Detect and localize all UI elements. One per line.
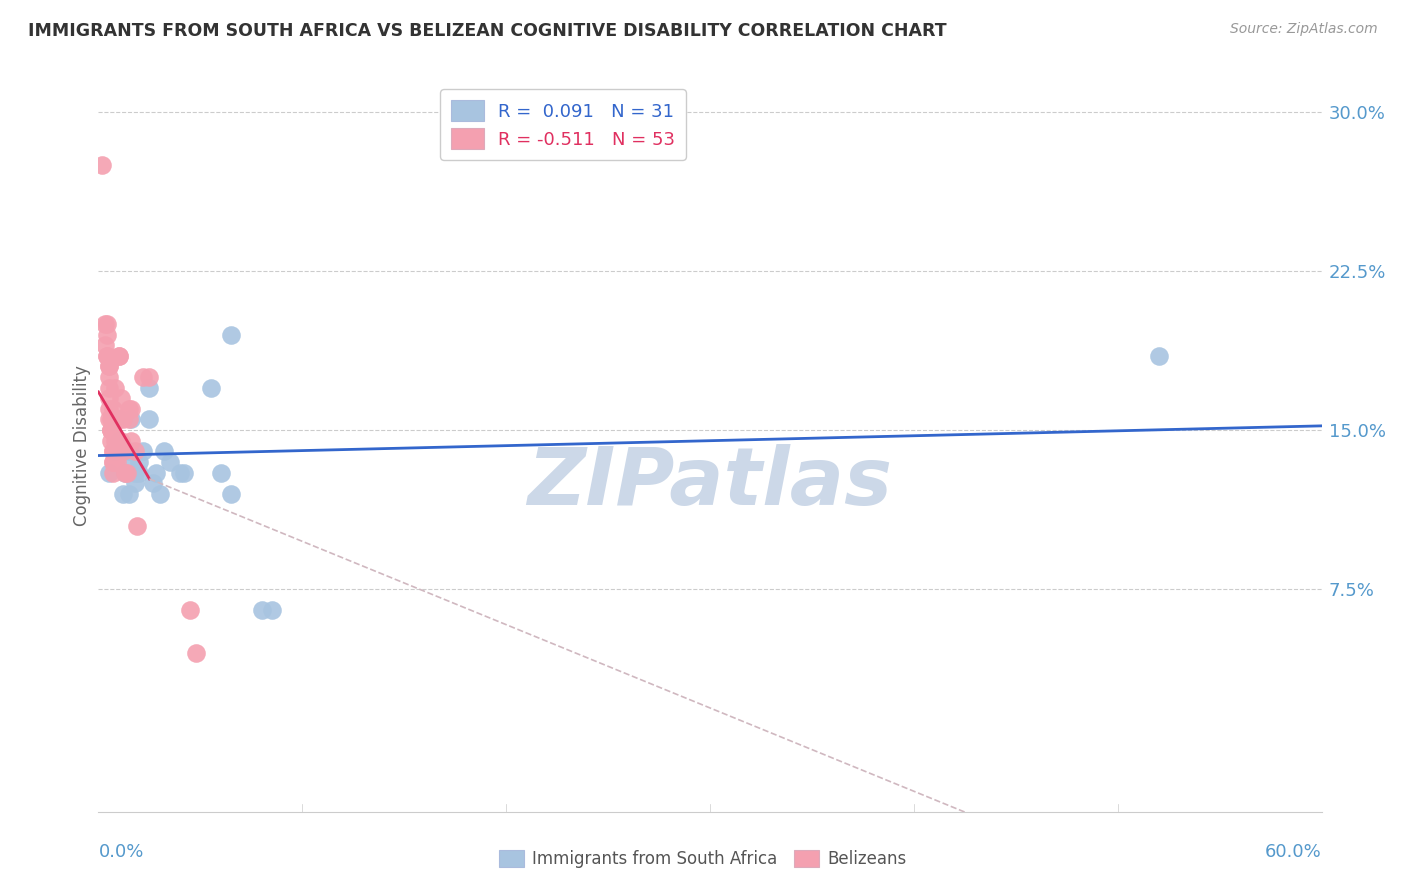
Point bbox=[108, 349, 131, 363]
Point bbox=[101, 455, 124, 469]
Point bbox=[260, 603, 283, 617]
Point bbox=[179, 603, 201, 617]
Point bbox=[110, 434, 132, 448]
Point bbox=[97, 359, 120, 374]
Point bbox=[105, 444, 128, 458]
Point bbox=[96, 349, 118, 363]
Point bbox=[97, 401, 120, 416]
Point bbox=[97, 359, 120, 374]
Point bbox=[209, 466, 232, 480]
Point bbox=[91, 158, 114, 172]
Text: Source: ZipAtlas.com: Source: ZipAtlas.com bbox=[1230, 22, 1378, 37]
Point bbox=[101, 444, 124, 458]
Text: 60.0%: 60.0% bbox=[1265, 843, 1322, 861]
Point bbox=[93, 317, 115, 331]
Point bbox=[104, 381, 127, 395]
Point bbox=[120, 412, 142, 426]
Point bbox=[101, 466, 124, 480]
Point bbox=[124, 476, 146, 491]
Point bbox=[108, 412, 131, 426]
Point bbox=[108, 412, 131, 426]
Point bbox=[1147, 349, 1170, 363]
Text: IMMIGRANTS FROM SOUTH AFRICA VS BELIZEAN COGNITIVE DISABILITY CORRELATION CHART: IMMIGRANTS FROM SOUTH AFRICA VS BELIZEAN… bbox=[28, 22, 946, 40]
Point bbox=[111, 486, 134, 500]
Point bbox=[132, 444, 155, 458]
Point bbox=[104, 444, 127, 458]
Point bbox=[97, 412, 120, 426]
Point bbox=[128, 466, 150, 480]
Point bbox=[101, 412, 124, 426]
Point bbox=[104, 444, 127, 458]
Y-axis label: Cognitive Disability: Cognitive Disability bbox=[73, 366, 91, 526]
Point bbox=[142, 476, 165, 491]
Point bbox=[101, 444, 124, 458]
Point bbox=[173, 466, 195, 480]
Text: ZIPatlas: ZIPatlas bbox=[527, 443, 893, 522]
Point bbox=[97, 381, 120, 395]
Point bbox=[97, 466, 120, 480]
Point bbox=[145, 466, 167, 480]
Point bbox=[111, 444, 134, 458]
Point bbox=[96, 349, 118, 363]
Point bbox=[93, 338, 115, 352]
Legend: R =  0.091   N = 31, R = -0.511   N = 53: R = 0.091 N = 31, R = -0.511 N = 53 bbox=[440, 89, 686, 160]
Point bbox=[104, 434, 127, 448]
Point bbox=[101, 401, 124, 416]
Point bbox=[115, 466, 138, 480]
Point bbox=[138, 412, 160, 426]
Point bbox=[101, 455, 124, 469]
Point bbox=[149, 486, 172, 500]
Point bbox=[110, 392, 132, 406]
Point bbox=[108, 349, 131, 363]
Point bbox=[100, 434, 122, 448]
Point bbox=[169, 466, 191, 480]
Point bbox=[96, 327, 118, 342]
Point bbox=[159, 455, 181, 469]
Point bbox=[111, 412, 134, 426]
Point bbox=[105, 455, 128, 469]
Point bbox=[100, 423, 122, 437]
Text: 0.0%: 0.0% bbox=[98, 843, 143, 861]
Point bbox=[200, 381, 222, 395]
Point bbox=[250, 603, 273, 617]
Point bbox=[219, 486, 242, 500]
Point bbox=[100, 412, 122, 426]
Point bbox=[97, 370, 120, 384]
Point bbox=[132, 370, 155, 384]
Point bbox=[124, 466, 146, 480]
Point bbox=[108, 444, 131, 458]
Point bbox=[138, 370, 160, 384]
Point bbox=[118, 486, 141, 500]
Point bbox=[120, 401, 142, 416]
Point bbox=[219, 327, 242, 342]
Point bbox=[118, 455, 141, 469]
Point bbox=[108, 434, 131, 448]
Point bbox=[100, 423, 122, 437]
Point bbox=[118, 412, 141, 426]
Point bbox=[127, 518, 149, 533]
Point bbox=[114, 466, 136, 480]
Point bbox=[104, 455, 127, 469]
Point bbox=[96, 317, 118, 331]
Point bbox=[100, 423, 122, 437]
Point bbox=[152, 444, 174, 458]
Point bbox=[128, 455, 150, 469]
Legend: Immigrants from South Africa, Belizeans: Immigrants from South Africa, Belizeans bbox=[492, 843, 914, 875]
Point bbox=[97, 392, 120, 406]
Point bbox=[120, 434, 142, 448]
Point bbox=[186, 646, 208, 660]
Point bbox=[118, 444, 141, 458]
Point bbox=[138, 381, 160, 395]
Point bbox=[124, 444, 146, 458]
Point bbox=[114, 466, 136, 480]
Point bbox=[118, 401, 141, 416]
Point bbox=[105, 434, 128, 448]
